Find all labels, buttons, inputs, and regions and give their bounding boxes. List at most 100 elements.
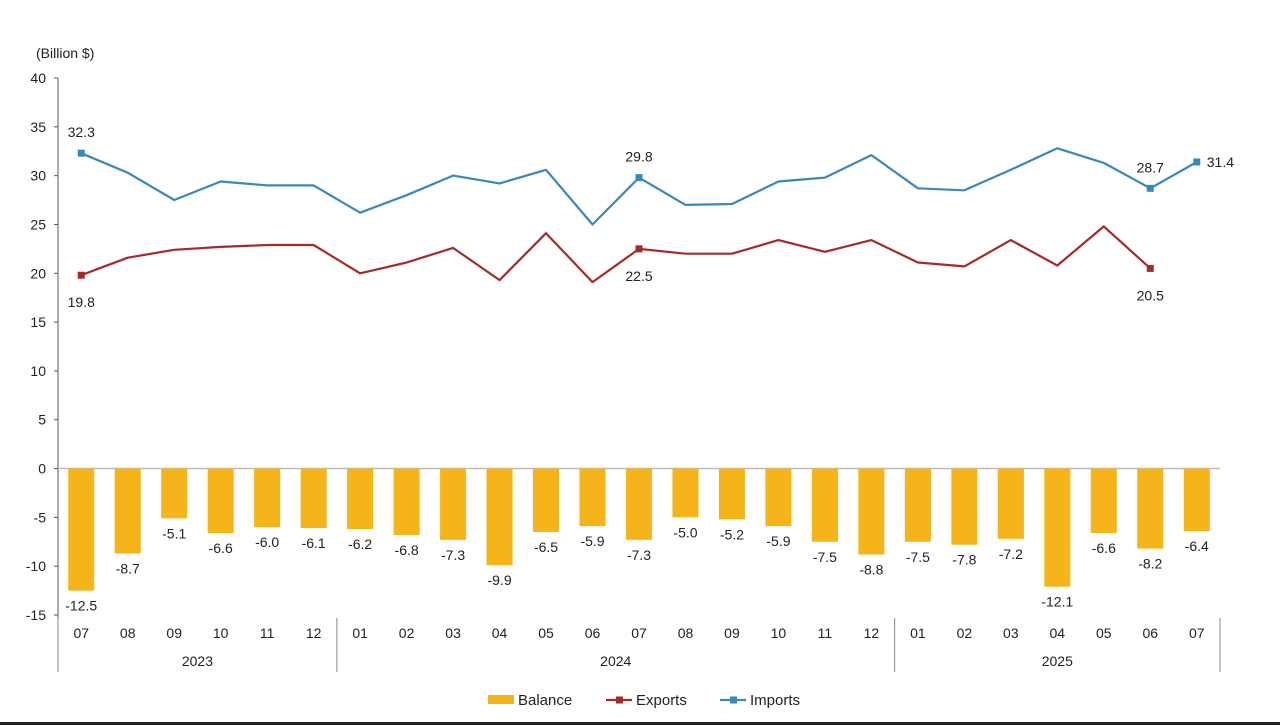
balance-data-label: -7.5: [906, 549, 930, 565]
x-tick-label: 10: [213, 625, 229, 641]
balance-data-label: -8.2: [1138, 556, 1162, 572]
balance-bar: [811, 468, 838, 542]
y-tick-label: 35: [30, 119, 46, 135]
legend-marker-imports: [730, 696, 737, 704]
x-tick-label: 02: [957, 625, 973, 641]
balance-data-label: -6.5: [534, 539, 558, 555]
imports-marker: [1146, 184, 1154, 192]
legend: Balance Exports Imports: [488, 692, 800, 709]
balance-data-label: -6.6: [209, 540, 233, 556]
balance-bar: [393, 468, 420, 535]
balance-bar: [1044, 468, 1071, 587]
y-axis: 40 35 30 25 20 15 10 5 0 -5 -10 -15: [26, 70, 1220, 670]
balance-data-label: -5.2: [720, 526, 744, 542]
unit-label: (Billion $): [36, 45, 94, 61]
balance-bar: [858, 468, 885, 555]
exports-data-label: 20.5: [1137, 287, 1164, 303]
x-tick-label: 04: [1050, 625, 1066, 641]
imports-data-label: 28.7: [1137, 159, 1164, 175]
balance-data-label: -6.4: [1185, 538, 1209, 554]
legend-label: Exports: [636, 692, 687, 709]
balance-bar: [1183, 468, 1210, 532]
exports-line: [80, 225, 1152, 284]
balance-bars: -12.5 -8.7 -5.1 -6.6 -6.0 -6.1 -6.2 -6.8 -7.3 -9.…: [65, 468, 1210, 614]
balance-bar: [765, 468, 792, 527]
x-tick-label: 07: [73, 625, 89, 641]
balance-bar: [161, 468, 188, 519]
balance-bar: [300, 468, 327, 529]
balance-bar: [68, 468, 95, 591]
y-tick-label: 30: [30, 168, 46, 184]
x-tick-label: 05: [538, 625, 554, 641]
x-tick-label: 04: [492, 625, 508, 641]
balance-data-label: -8.7: [116, 560, 140, 576]
y-tick-label: -15: [26, 607, 46, 623]
year-label: 2023: [182, 653, 213, 669]
balance-bar: [440, 468, 467, 540]
exports-marker: [77, 271, 85, 279]
balance-bar: [672, 468, 699, 518]
balance-data-label: -5.0: [673, 524, 697, 540]
imports-marker: [635, 174, 643, 182]
x-tick-label: 07: [1189, 625, 1205, 641]
balance-bar: [951, 468, 978, 545]
balance-bar: [904, 468, 931, 542]
x-tick-label: 10: [771, 625, 787, 641]
balance-bar: [1090, 468, 1117, 533]
y-tick-label: -10: [26, 558, 46, 574]
y-tick-label: 10: [30, 363, 46, 379]
x-tick-label: 09: [166, 625, 182, 641]
balance-data-label: -7.3: [441, 547, 465, 563]
balance-bar: [718, 468, 745, 520]
balance-bar: [114, 468, 141, 554]
imports-data-label: 31.4: [1207, 154, 1234, 170]
legend-label: Balance: [518, 692, 572, 709]
x-tick-label: 07: [631, 625, 647, 641]
x-tick-label: 12: [306, 625, 322, 641]
balance-bar: [533, 468, 560, 533]
x-tick-label: 09: [724, 625, 740, 641]
balance-data-label: -12.5: [65, 598, 97, 614]
x-tick-label: 05: [1096, 625, 1112, 641]
balance-data-label: -6.0: [255, 534, 279, 550]
balance-bar: [207, 468, 234, 533]
y-tick-label: 20: [30, 265, 46, 281]
legend-marker-exports: [616, 696, 623, 704]
balance-bar: [254, 468, 281, 528]
balance-data-label: -7.3: [627, 547, 651, 563]
exports-data-label: 19.8: [68, 294, 95, 310]
line-series: 19.8 22.5 20.5 32.3 29.8 28.7 31.4: [68, 124, 1235, 310]
balance-data-label: -12.1: [1041, 594, 1073, 610]
exports-marker: [1146, 264, 1154, 272]
balance-data-label: -7.2: [999, 546, 1023, 562]
balance-bar: [997, 468, 1024, 539]
exports-data-label: 22.5: [625, 268, 652, 284]
balance-data-label: -6.2: [348, 536, 372, 552]
x-tick-label: 12: [864, 625, 880, 641]
balance-bar: [486, 468, 513, 566]
x-tick-label: 01: [352, 625, 368, 641]
x-tick-label: 03: [445, 625, 461, 641]
year-label: 2024: [600, 653, 631, 669]
legend-swatch-balance: [488, 695, 514, 704]
year-label: 2025: [1042, 653, 1073, 669]
balance-bar: [347, 468, 374, 530]
y-tick-label: 40: [30, 70, 46, 86]
x-axis: 07 08 09 10 11 12 01 02 03 04 05 06 07 08 09 10 11 12 01 02…: [57, 618, 1221, 672]
x-tick-label: 01: [910, 625, 926, 641]
imports-marker: [1193, 158, 1201, 166]
balance-data-label: -6.8: [395, 542, 419, 558]
y-tick-label: -5: [34, 509, 47, 525]
y-tick-label: 0: [38, 461, 46, 477]
balance-data-label: -5.9: [580, 533, 604, 549]
x-tick-label: 11: [260, 625, 275, 641]
x-tick-label: 03: [1003, 625, 1019, 641]
balance-data-label: -9.9: [487, 572, 511, 588]
balance-bar: [1137, 468, 1164, 549]
imports-marker: [77, 149, 85, 157]
x-tick-label: 06: [1142, 625, 1158, 641]
legend-label: Imports: [750, 692, 800, 709]
balance-bar: [625, 468, 653, 540]
balance-bar: [579, 468, 606, 527]
balance-data-label: -5.9: [766, 533, 790, 549]
